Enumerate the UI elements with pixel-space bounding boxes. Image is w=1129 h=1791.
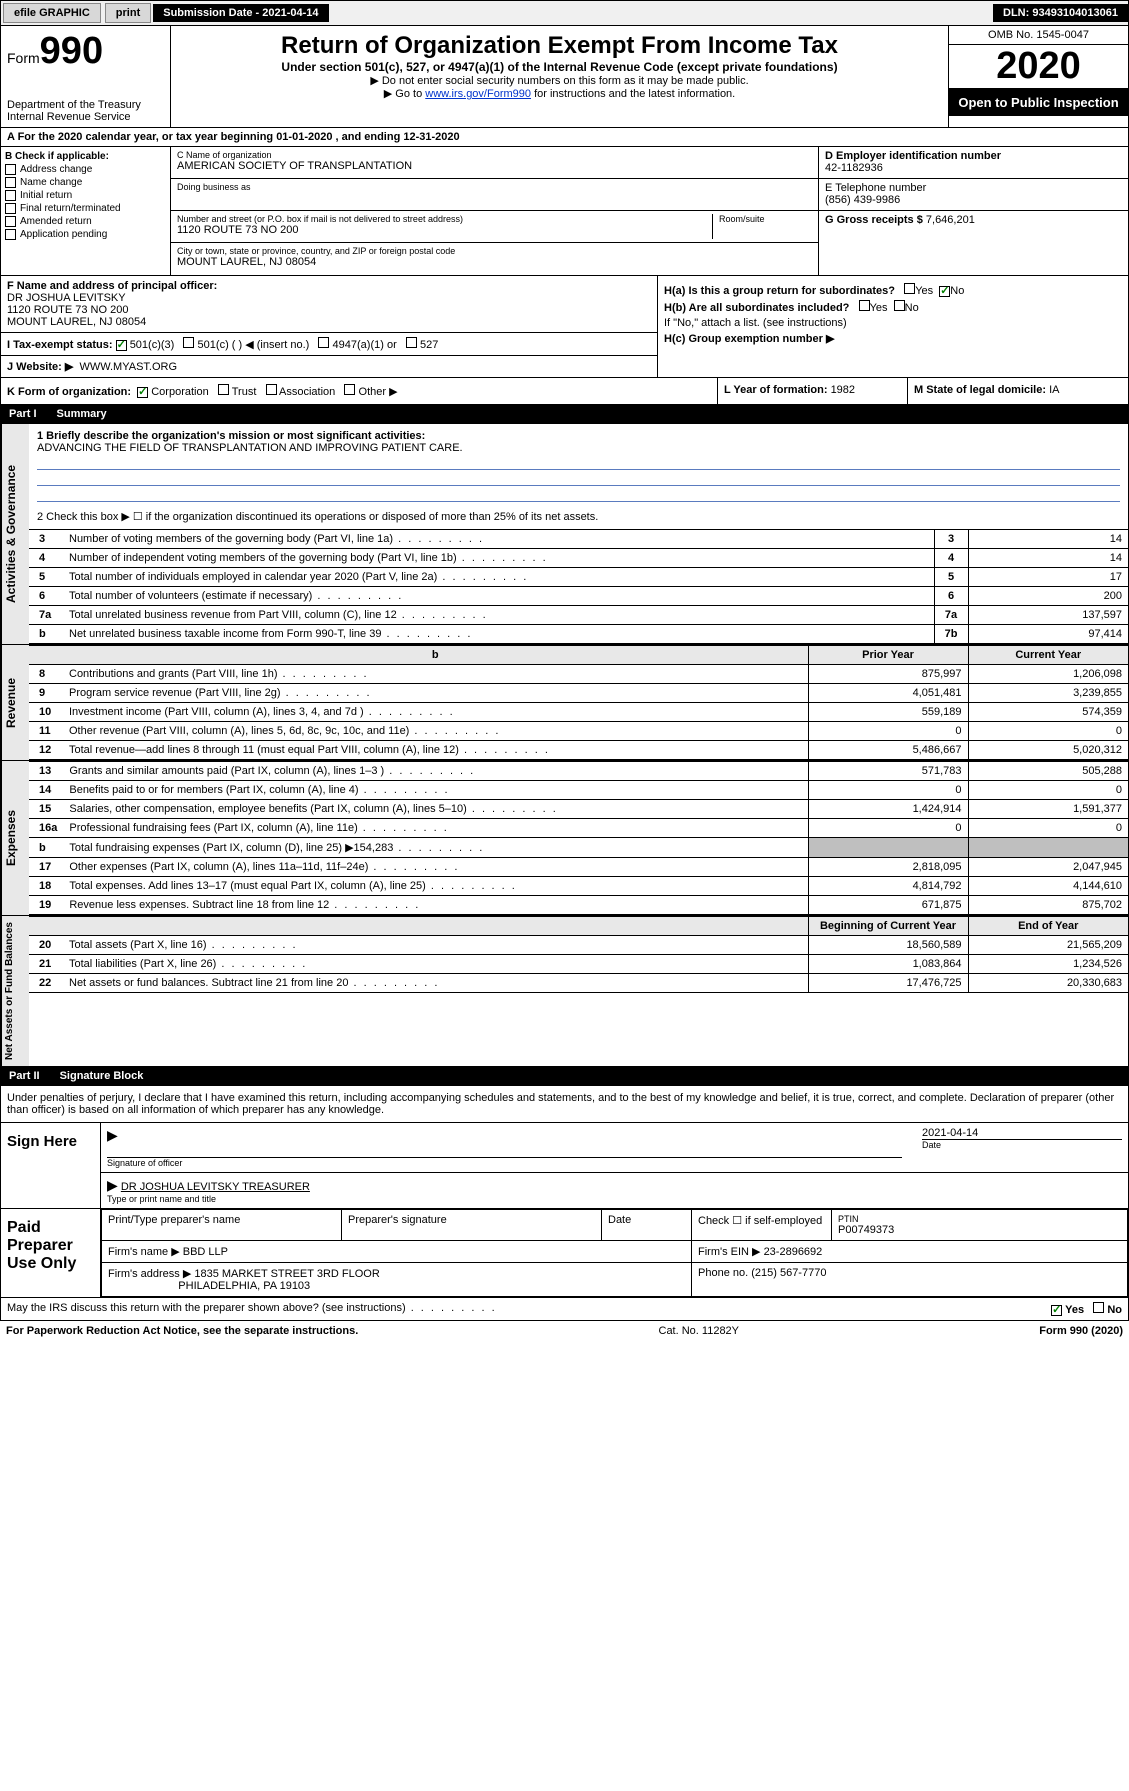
ein-value: 42-1182936 (825, 162, 1122, 174)
org-city: MOUNT LAUREL, NJ 08054 (177, 256, 812, 268)
row-j-website: J Website: ▶ WWW.MYAST.ORG (1, 356, 657, 377)
row-a-tax-year: A For the 2020 calendar year, or tax yea… (0, 128, 1129, 147)
row-i-tax-status: I Tax-exempt status: 501(c)(3) 501(c) ( … (1, 333, 657, 356)
col-h-group: H(a) Is this a group return for subordin… (658, 276, 1128, 377)
chk-4947[interactable] (318, 337, 329, 348)
summary-small-table: 3Number of voting members of the governi… (29, 529, 1128, 644)
sign-date: 2021-04-14 (922, 1127, 1122, 1139)
side-netassets: Net Assets or Fund Balances (1, 916, 29, 1066)
firm-addr1: 1835 MARKET STREET 3RD FLOOR (194, 1268, 379, 1280)
row-fgh: F Name and address of principal officer:… (0, 276, 1129, 378)
form-header: Form990 Department of the Treasury Inter… (0, 26, 1129, 128)
col-c-org-info: C Name of organization AMERICAN SOCIETY … (171, 147, 818, 275)
chk-527[interactable] (406, 337, 417, 348)
gross-receipts: 7,646,201 (926, 214, 975, 226)
firm-ein: 23-2896692 (764, 1246, 823, 1258)
chk-initial-return[interactable] (5, 190, 16, 201)
tax-year: 2020 (949, 45, 1128, 89)
netassets-table: Beginning of Current YearEnd of Year20To… (29, 916, 1128, 993)
telephone-value: (856) 439-9986 (825, 194, 1122, 206)
chk-ha-yes[interactable] (904, 283, 915, 294)
chk-app-pending[interactable] (5, 229, 16, 240)
discuss-row: May the IRS discuss this return with the… (0, 1298, 1129, 1321)
chk-hb-no[interactable] (894, 300, 905, 311)
chk-name-change[interactable] (5, 177, 16, 188)
chk-trust[interactable] (218, 384, 229, 395)
top-toolbar: efile GRAPHIC print Submission Date - 20… (0, 0, 1129, 26)
section-netassets: Net Assets or Fund Balances Beginning of… (0, 916, 1129, 1067)
subtitle-3: ▶ Go to www.irs.gov/Form990 for instruct… (177, 87, 942, 100)
org-name: AMERICAN SOCIETY OF TRANSPLANTATION (177, 160, 812, 172)
chk-amended[interactable] (5, 216, 16, 227)
year-formation: 1982 (831, 384, 855, 396)
part1-header: Part ISummary (0, 405, 1129, 424)
expenses-table: 13Grants and similar amounts paid (Part … (29, 761, 1128, 915)
chk-hb-yes[interactable] (859, 300, 870, 311)
sign-here-block: Sign Here ▶ Signature of officer 2021-04… (0, 1123, 1129, 1209)
omb-number: OMB No. 1545-0047 (949, 26, 1128, 45)
part2-header: Part IISignature Block (0, 1067, 1129, 1086)
firm-phone: (215) 567-7770 (751, 1267, 826, 1279)
officer-name: DR JOSHUA LEVITSKY TREASURER (121, 1181, 310, 1193)
form-title: Return of Organization Exempt From Incom… (177, 32, 942, 60)
chk-ha-no[interactable] (939, 286, 950, 297)
website-value: WWW.MYAST.ORG (79, 361, 177, 373)
side-expenses: Expenses (1, 761, 29, 915)
subtitle-2: ▶ Do not enter social security numbers o… (177, 74, 942, 87)
col-d-right: D Employer identification number 42-1182… (818, 147, 1128, 275)
main-info-block: B Check if applicable: Address change Na… (0, 147, 1129, 276)
chk-other[interactable] (344, 384, 355, 395)
chk-501c[interactable] (183, 337, 194, 348)
irs-link[interactable]: www.irs.gov/Form990 (425, 88, 531, 100)
side-revenue: Revenue (1, 645, 29, 760)
col-b-checkboxes: B Check if applicable: Address change Na… (1, 147, 171, 275)
firm-name: BBD LLP (183, 1246, 228, 1258)
dept-label: Department of the Treasury (7, 99, 164, 111)
submission-date: Submission Date - 2021-04-14 (153, 4, 328, 22)
line2-checkbox-text: 2 Check this box ▶ ☐ if the organization… (37, 510, 1120, 523)
chk-discuss-yes[interactable] (1051, 1305, 1062, 1316)
chk-address-change[interactable] (5, 164, 16, 175)
side-activities: Activities & Governance (1, 424, 29, 644)
form-number: Form990 (7, 30, 164, 73)
chk-assoc[interactable] (266, 384, 277, 395)
org-address: 1120 ROUTE 73 NO 200 (177, 224, 712, 236)
ptin-value: P00749373 (838, 1224, 894, 1236)
dln-label: DLN: 93493104013061 (993, 4, 1128, 22)
chk-discuss-no[interactable] (1093, 1302, 1104, 1313)
chk-final-return[interactable] (5, 203, 16, 214)
revenue-table: bPrior YearCurrent Year8Contributions an… (29, 645, 1128, 760)
row-klm: K Form of organization: Corporation Trus… (0, 378, 1129, 405)
row-f-officer: F Name and address of principal officer:… (1, 276, 657, 333)
state-domicile: IA (1049, 384, 1059, 396)
signature-declaration: Under penalties of perjury, I declare th… (0, 1086, 1129, 1123)
paid-preparer-block: Paid Preparer Use Only Print/Type prepar… (0, 1209, 1129, 1298)
mission-text: ADVANCING THE FIELD OF TRANSPLANTATION A… (37, 442, 1120, 454)
open-public-badge: Open to Public Inspection (949, 89, 1128, 116)
chk-501c3[interactable] (116, 340, 127, 351)
efile-button[interactable]: efile GRAPHIC (3, 3, 101, 23)
section-activities: Activities & Governance 1 Briefly descri… (0, 424, 1129, 645)
print-button[interactable]: print (105, 3, 151, 23)
subtitle-1: Under section 501(c), 527, or 4947(a)(1)… (177, 60, 942, 74)
page-footer: For Paperwork Reduction Act Notice, see … (0, 1321, 1129, 1341)
section-revenue: Revenue bPrior YearCurrent Year8Contribu… (0, 645, 1129, 761)
irs-label: Internal Revenue Service (7, 111, 164, 123)
firm-addr2: PHILADELPHIA, PA 19103 (178, 1280, 310, 1292)
chk-corp[interactable] (137, 387, 148, 398)
section-expenses: Expenses 13Grants and similar amounts pa… (0, 761, 1129, 916)
